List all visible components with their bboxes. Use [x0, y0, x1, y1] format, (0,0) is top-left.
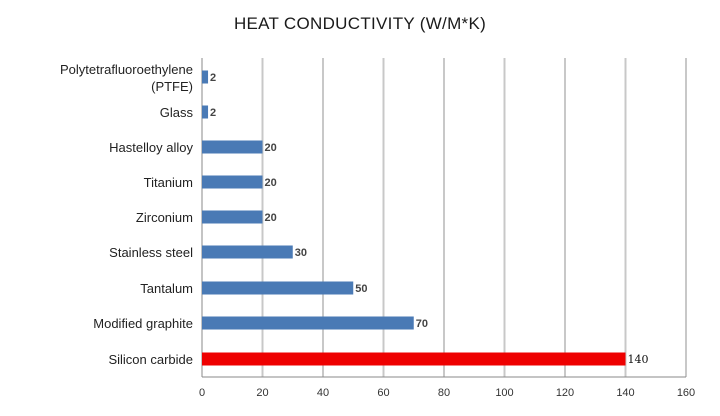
- data-label: 20: [265, 177, 277, 189]
- bar: [202, 210, 263, 224]
- x-tick-label: 40: [317, 387, 329, 399]
- x-tick-label: 20: [256, 387, 268, 399]
- x-tick-label: 100: [495, 387, 513, 399]
- bar: [202, 140, 263, 154]
- x-tick-label: 0: [199, 387, 205, 399]
- x-tick-label: 140: [616, 387, 634, 399]
- x-tick-label: 160: [677, 387, 695, 399]
- bar: [202, 316, 414, 330]
- data-label: 30: [295, 247, 307, 259]
- label-layer: 0 20 40 60 80 100 120 140 160 2 Polytetrafluoroeth…: [60, 62, 695, 399]
- category-label: Polytetrafluoroethylene (PTFE): [60, 62, 193, 94]
- category-label: Modified graphite: [93, 316, 193, 331]
- category-label-line: Polytetrafluoroethylene: [60, 62, 193, 77]
- bar: [202, 70, 209, 84]
- data-label: 70: [416, 318, 428, 330]
- x-tick-label: 80: [438, 387, 450, 399]
- category-label: Stainless steel: [109, 245, 193, 260]
- category-label: Titanium: [144, 175, 193, 190]
- category-label: Tantalum: [140, 281, 193, 296]
- data-label: 20: [265, 212, 277, 224]
- category-label: Hastelloy alloy: [109, 140, 193, 155]
- x-tick-label: 120: [556, 387, 574, 399]
- data-label: 50: [355, 283, 367, 295]
- category-label: Zirconium: [136, 210, 193, 225]
- data-label: 2: [210, 107, 216, 119]
- bar: [202, 105, 209, 119]
- bar-layer: [202, 70, 626, 366]
- category-label: Glass: [160, 105, 194, 120]
- data-label: 20: [265, 142, 277, 154]
- data-label: 140: [628, 353, 649, 366]
- bar: [202, 245, 293, 259]
- bar: [202, 175, 263, 189]
- data-label: 2: [210, 72, 216, 84]
- category-label: Silicon carbide: [108, 352, 193, 367]
- bar: [202, 281, 354, 295]
- x-tick-label: 60: [377, 387, 389, 399]
- chart-title: HEAT CONDUCTIVITY (W/M*K): [233, 14, 487, 33]
- category-label-line: (PTFE): [151, 79, 193, 94]
- bar: [202, 352, 626, 366]
